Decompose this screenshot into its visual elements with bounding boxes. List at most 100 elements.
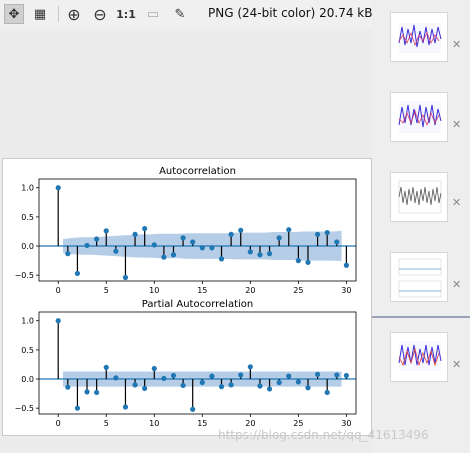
data-point bbox=[151, 365, 157, 372]
x-tick-label: 30 bbox=[341, 419, 351, 428]
actual-size-button[interactable]: 1:1 bbox=[116, 7, 136, 21]
data-point bbox=[94, 236, 100, 242]
data-point bbox=[305, 259, 311, 265]
data-point bbox=[65, 384, 71, 390]
zoom-in-icon[interactable]: ⊕ bbox=[67, 4, 81, 24]
thumbnail-5[interactable] bbox=[390, 332, 448, 382]
data-point bbox=[266, 251, 273, 257]
data-point bbox=[170, 372, 177, 379]
data-point bbox=[132, 231, 138, 237]
data-point bbox=[295, 379, 301, 385]
y-tick-label: −0.5 bbox=[15, 271, 34, 280]
x-tick-label: 5 bbox=[104, 419, 109, 428]
close-icon[interactable]: ✕ bbox=[452, 358, 462, 371]
close-icon[interactable]: ✕ bbox=[452, 196, 462, 209]
image-info-text: PNG (24-bit color) 20.74 kB bbox=[208, 6, 373, 20]
close-icon[interactable]: ✕ bbox=[452, 118, 462, 131]
eyedropper-icon[interactable]: ✎ bbox=[174, 6, 186, 22]
viewer-toolbar: ✥ ▦ ⊕ ⊖ 1:1 ▭ ✎ PNG (24-bit color) 20.74… bbox=[0, 0, 372, 28]
data-point bbox=[151, 242, 157, 248]
data-point bbox=[218, 256, 225, 262]
x-tick-label: 0 bbox=[56, 419, 61, 428]
x-tick-label: 30 bbox=[341, 286, 351, 295]
data-point bbox=[238, 227, 244, 233]
data-point bbox=[295, 258, 301, 264]
x-tick-label: 15 bbox=[197, 286, 207, 295]
y-tick-label: −0.5 bbox=[15, 404, 34, 413]
data-point bbox=[209, 245, 215, 251]
thumbnail-1-image bbox=[398, 23, 442, 53]
thumbnail-2-image bbox=[398, 101, 442, 133]
thumbnail-1[interactable] bbox=[390, 12, 448, 62]
y-tick-label: 1.0 bbox=[21, 184, 34, 193]
data-point bbox=[74, 270, 81, 277]
data-point bbox=[113, 375, 119, 381]
y-tick-label: 0.5 bbox=[21, 346, 34, 355]
data-point bbox=[247, 364, 253, 370]
data-point bbox=[74, 405, 81, 411]
chart-title: Partial Autocorrelation bbox=[142, 299, 253, 310]
axes-frame bbox=[38, 178, 357, 282]
data-point bbox=[190, 239, 196, 245]
y-tick-label: 0.0 bbox=[21, 242, 34, 251]
data-point bbox=[180, 235, 186, 241]
data-point bbox=[84, 389, 90, 395]
data-point bbox=[122, 274, 129, 281]
data-point bbox=[55, 318, 61, 324]
data-point bbox=[286, 227, 292, 233]
thumbnail-2[interactable] bbox=[390, 92, 448, 142]
data-point bbox=[180, 382, 186, 389]
data-point bbox=[276, 379, 282, 386]
data-point bbox=[161, 254, 167, 260]
x-tick-label: 20 bbox=[245, 419, 255, 428]
data-point bbox=[343, 262, 349, 268]
data-point bbox=[199, 245, 205, 251]
fit-view-icon[interactable]: ✥ bbox=[4, 4, 24, 24]
data-point bbox=[305, 385, 311, 391]
x-tick-label: 15 bbox=[197, 419, 207, 428]
data-point bbox=[170, 252, 177, 258]
thumbnail-4-image bbox=[398, 258, 442, 298]
data-point bbox=[199, 379, 205, 386]
y-tick-label: 0.5 bbox=[21, 213, 34, 222]
watermark: https://blog.csdn.net/qq_41613496 bbox=[218, 428, 429, 442]
data-point bbox=[266, 386, 273, 392]
thumbnail-4[interactable] bbox=[390, 252, 448, 302]
data-point bbox=[286, 373, 292, 379]
data-point bbox=[55, 185, 61, 191]
data-point bbox=[238, 372, 244, 378]
data-point bbox=[218, 384, 225, 390]
thumbnail-panel bbox=[372, 0, 470, 453]
acf-pacf-figure: Autocorrelation 0 5 10 15 20 25 30 1.0 0.5 0.0 −0.5… bbox=[2, 158, 372, 436]
data-point bbox=[334, 372, 340, 378]
close-icon[interactable]: ✕ bbox=[452, 38, 462, 51]
data-point bbox=[142, 225, 148, 232]
data-point bbox=[324, 230, 330, 236]
data-point bbox=[343, 372, 349, 379]
image-icon[interactable]: ▭ bbox=[146, 6, 160, 22]
zoom-out-icon[interactable]: ⊖ bbox=[93, 4, 107, 24]
data-point bbox=[247, 249, 253, 255]
panel-divider bbox=[372, 316, 470, 318]
chart-title: Autocorrelation bbox=[159, 166, 236, 177]
data-point bbox=[65, 251, 71, 257]
thumbnail-3[interactable] bbox=[390, 172, 448, 222]
data-point bbox=[122, 404, 129, 410]
thumbnail-5-image bbox=[398, 341, 442, 371]
toolbar-separator bbox=[58, 6, 59, 22]
x-tick-label: 25 bbox=[293, 419, 303, 428]
data-point bbox=[228, 382, 234, 388]
data-point bbox=[334, 239, 340, 245]
x-tick-label: 10 bbox=[149, 286, 159, 295]
data-point bbox=[94, 389, 100, 396]
data-point bbox=[257, 252, 263, 258]
data-point bbox=[103, 228, 109, 234]
data-point bbox=[276, 235, 282, 241]
x-tick-label: 5 bbox=[104, 286, 109, 295]
data-point bbox=[142, 385, 148, 391]
x-tick-label: 25 bbox=[293, 286, 303, 295]
data-point bbox=[314, 371, 321, 377]
data-point bbox=[257, 383, 263, 389]
grid-icon[interactable]: ▦ bbox=[33, 6, 47, 22]
close-icon[interactable]: ✕ bbox=[452, 278, 462, 291]
